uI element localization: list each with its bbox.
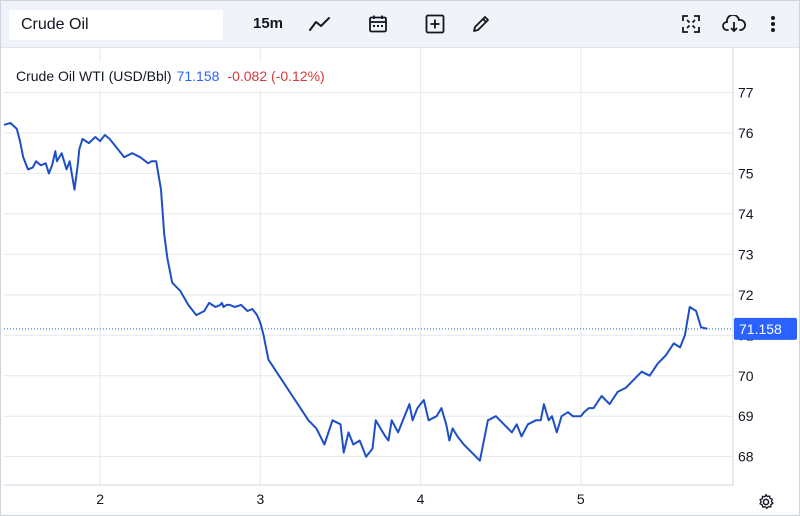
price-tick-label: 76: [738, 125, 754, 141]
last-price-tag-label: 71.158: [739, 321, 782, 337]
time-tick-label: 5: [577, 491, 585, 507]
chart-toolbar: Crude Oil 15m: [1, 1, 799, 48]
settings-gear-icon[interactable]: [757, 493, 775, 511]
add-indicator-icon[interactable]: [422, 11, 448, 37]
interval-button[interactable]: 15m: [253, 15, 284, 32]
line-chart-icon[interactable]: [307, 11, 333, 37]
legend-change: -0.082 (-0.12%): [227, 68, 325, 84]
time-tick-label: 2: [96, 491, 104, 507]
last-price-tag-bg: [734, 317, 797, 340]
price-tick-label: 69: [738, 408, 754, 424]
last-price-tag: 71.158: [734, 317, 797, 340]
price-tick-label: 73: [738, 246, 754, 262]
price-tick-label: 70: [738, 368, 754, 384]
download-cloud-icon[interactable]: [720, 11, 748, 37]
draw-pen-icon[interactable]: [468, 11, 494, 37]
legend-price: 71.158: [176, 68, 220, 84]
price-tick-label: 74: [738, 206, 754, 222]
symbol-name: Crude Oil: [21, 16, 89, 33]
legend-symbol-name: Crude Oil WTI (USD/Bbl): [16, 68, 172, 84]
time-tick-label: 3: [256, 491, 264, 507]
time-axis: 2 3 4 5: [96, 491, 585, 507]
more-options-icon[interactable]: [760, 11, 786, 37]
chart-legend: Crude Oil WTI (USD/Bbl) 71.158 -0.082 (-0.…: [9, 62, 332, 90]
symbol-search-input[interactable]: Crude Oil: [9, 10, 223, 40]
price-tick-label: 72: [738, 287, 754, 303]
fullscreen-icon[interactable]: [678, 11, 704, 37]
calendar-icon[interactable]: [365, 11, 391, 37]
price-tick-label: 75: [738, 165, 754, 181]
price-axis: 68697071727374757677: [738, 85, 754, 465]
time-tick-label: 4: [417, 491, 425, 507]
price-tick-label: 77: [738, 85, 754, 101]
price-series-line: [3, 121, 708, 462]
chart-grid: [4, 48, 734, 486]
price-tick-label: 68: [738, 449, 754, 465]
